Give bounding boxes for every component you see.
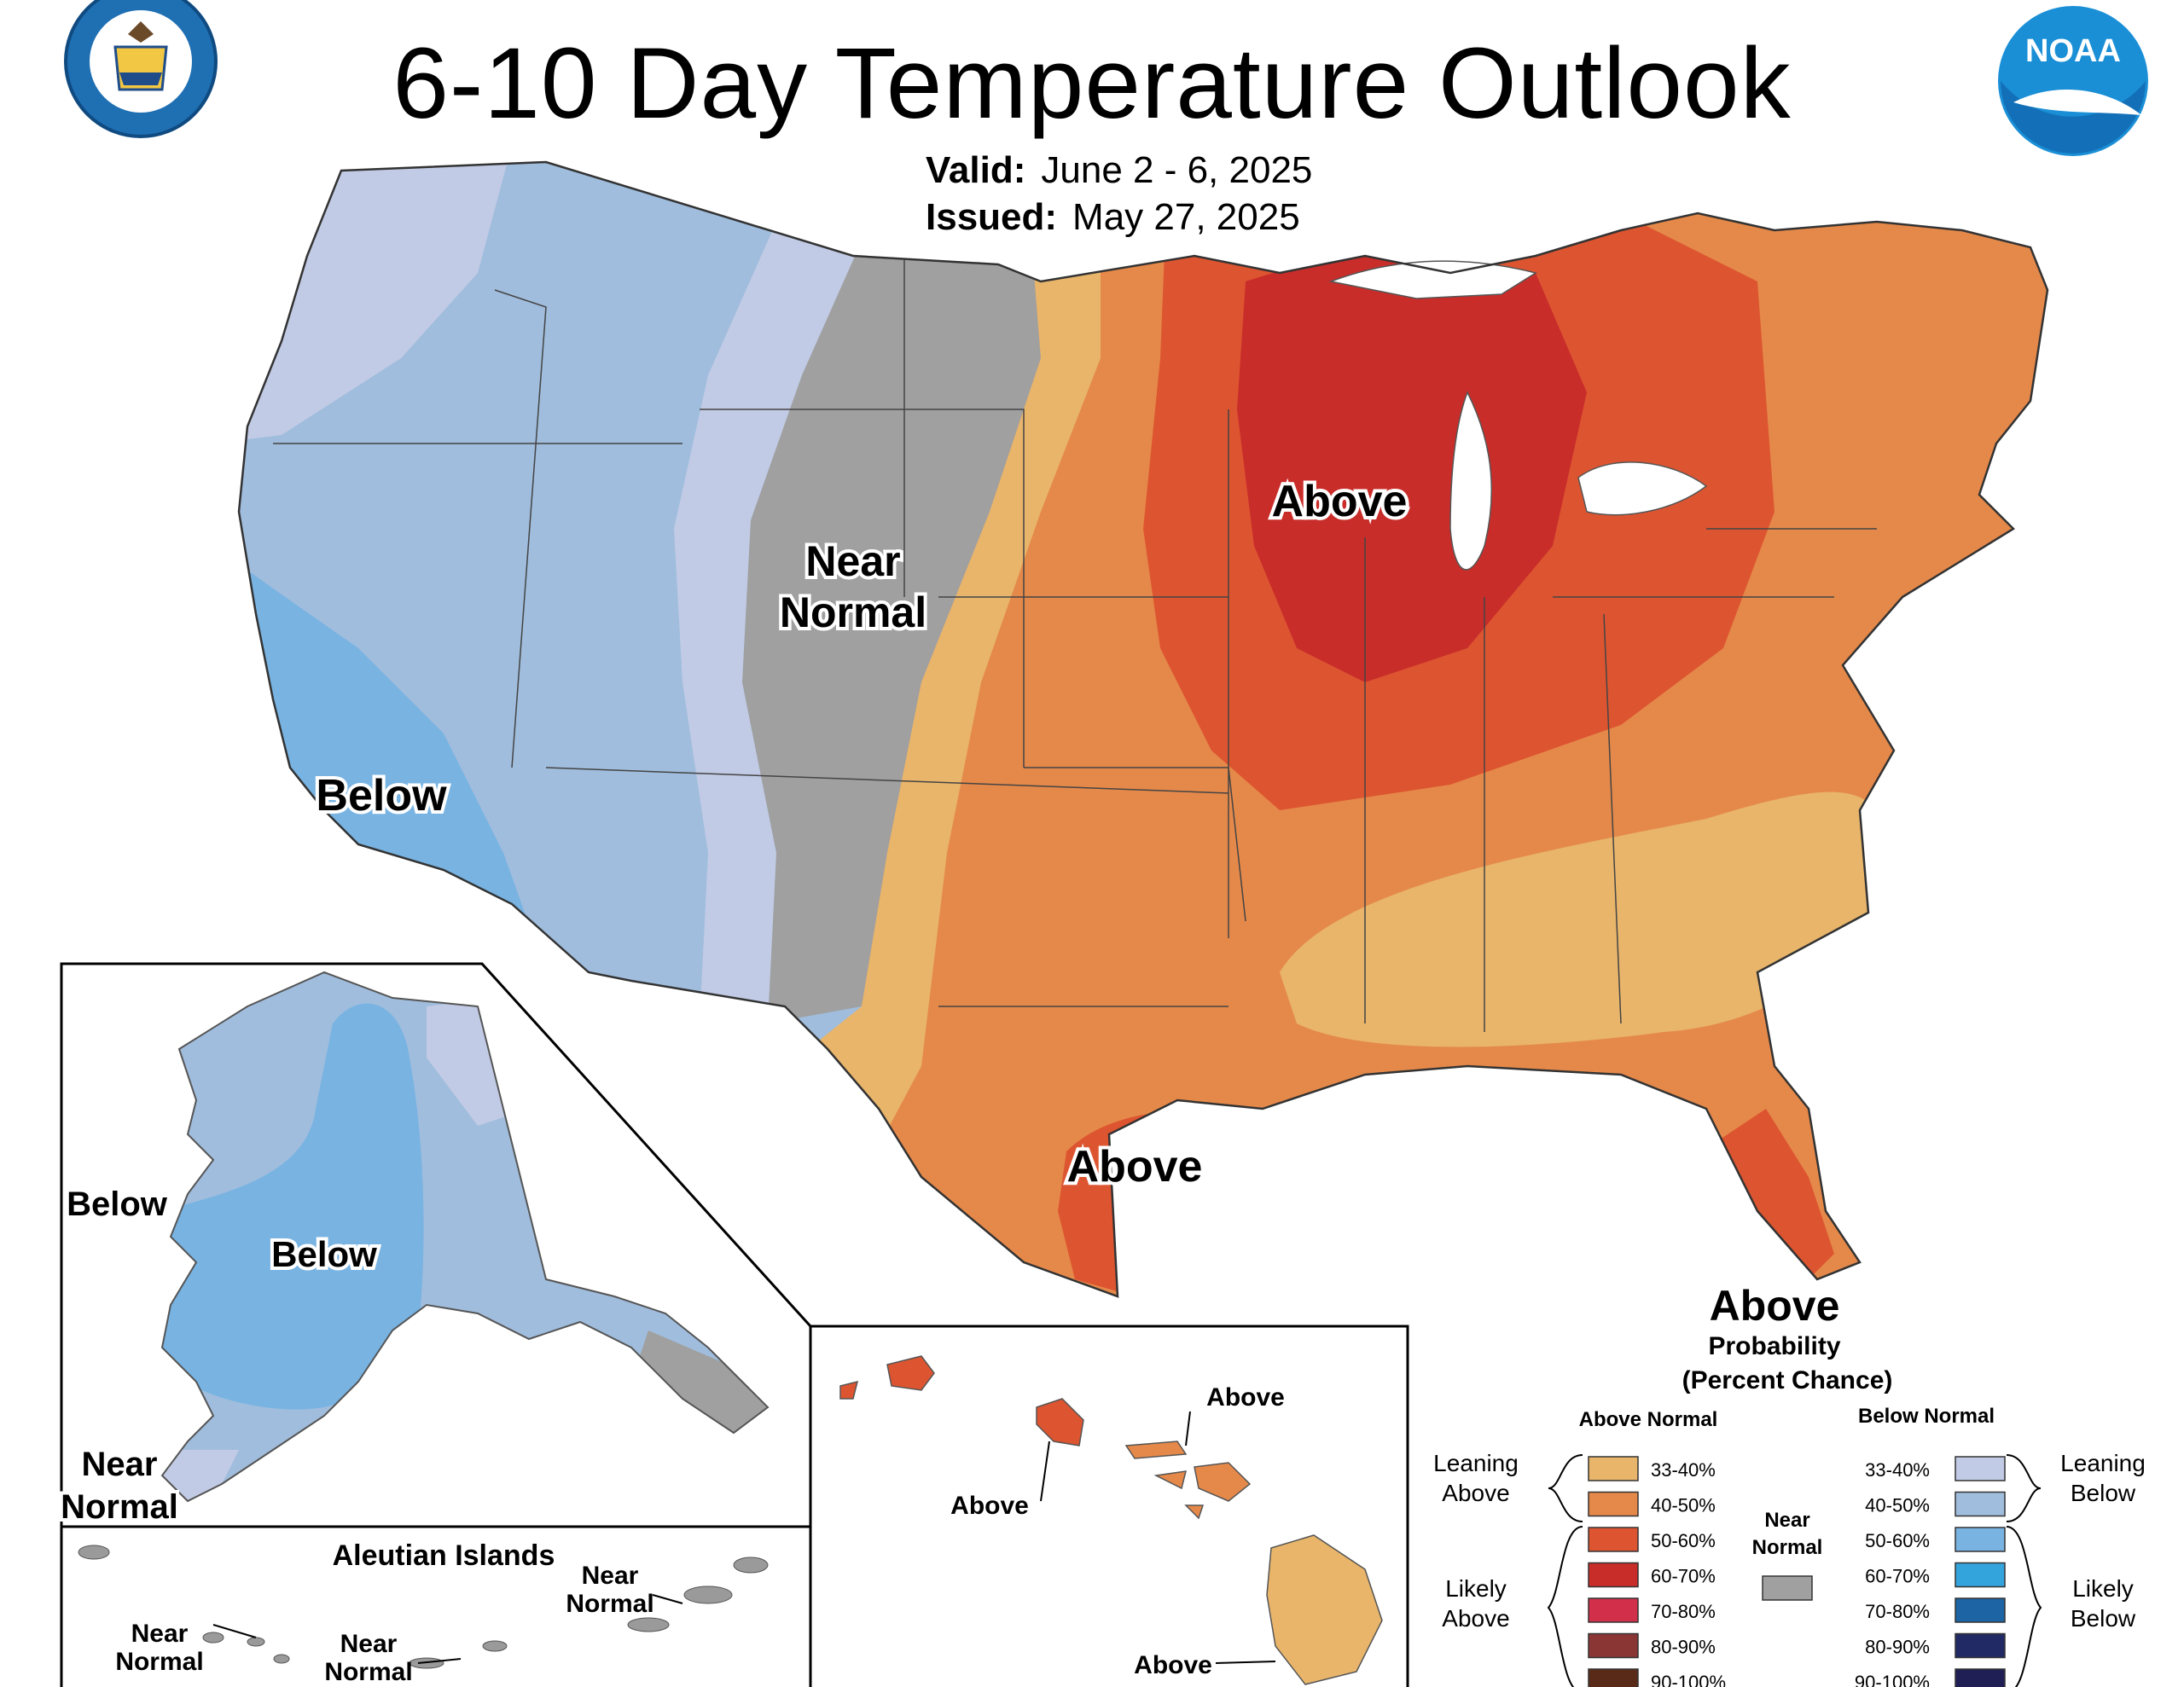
valid-line: Valid: June 2 - 6, 2025 [926, 149, 1312, 192]
legend-above-swatch-5 [1588, 1632, 1639, 1659]
label-aleutian-near-b1: Near [340, 1630, 398, 1658]
label-aleutian-title: Aleutian Islands [333, 1539, 555, 1572]
legend-above-swatch-0 [1588, 1456, 1639, 1481]
department-of-commerce-seal [64, 0, 218, 138]
legend-below-swatch-4 [1955, 1597, 2006, 1623]
legend-above-label-4: 70-80% [1651, 1601, 1716, 1622]
legend-leaning-below-2: Below [2071, 1480, 2136, 1506]
noaa-logo: NOAA [1998, 6, 2148, 156]
lake-michigan [1449, 391, 1493, 571]
issued-value: May 27, 2025 [1072, 196, 1300, 238]
label-conus-near-1: Near [805, 537, 900, 585]
valid-value: June 2 - 6, 2025 [1041, 149, 1313, 191]
legend-above-swatch-2 [1588, 1527, 1639, 1552]
label-ak-below-west: Below [67, 1186, 168, 1223]
legend-below-items: 33-40% 40-50% 50-60% 60-70% 70-80% 80-90% 90-1… [1855, 1456, 2006, 1687]
conus-outline [237, 160, 2049, 1298]
legend-below-swatch-2 [1955, 1527, 2006, 1552]
region-above-60-70 [1237, 239, 1587, 682]
legend-above-label-3: 60-70% [1651, 1566, 1716, 1587]
label-conus-above-texas: Above [1067, 1142, 1203, 1191]
label-ak-near-1: Near [82, 1446, 158, 1483]
legend-above-swatch-6 [1588, 1668, 1639, 1687]
legend-below-label-1: 40-50% [1865, 1495, 1930, 1516]
legend-below-label-4: 70-80% [1865, 1601, 1930, 1622]
legend-above-label-5: 80-90% [1651, 1637, 1716, 1658]
legend-above-label-1: 40-50% [1651, 1495, 1716, 1516]
legend-likely-above-2: Above [1442, 1605, 1509, 1632]
region-above-33-40-southeast [1280, 791, 1886, 1047]
legend-below-label-2: 50-60% [1865, 1530, 1930, 1551]
legend-below-label-6: 90-100% [1855, 1672, 1930, 1687]
legend-near-2: Normal [1752, 1536, 1823, 1559]
region-below-50-60 [239, 546, 546, 981]
page-title: 6-10 Day Temperature Outlook [392, 27, 1792, 140]
label-ak-below-interior: Below [271, 1234, 377, 1274]
lake-superior [1328, 260, 1537, 299]
legend-likely-below-2: Below [2071, 1605, 2136, 1632]
legend-above-swatch-4 [1588, 1597, 1639, 1623]
legend-sub1: Probability [1708, 1332, 1840, 1360]
ak-below-50-60 [162, 1003, 424, 1410]
legend-likely-above-1: Likely [1445, 1575, 1507, 1602]
legend-below-swatch-5 [1955, 1632, 2006, 1659]
noaa-logo-text: NOAA [2025, 33, 2121, 69]
label-aleutian-near-c2: Normal [566, 1590, 653, 1618]
issued-label: Issued: [926, 196, 1058, 238]
label-conus-below: Below [316, 771, 447, 820]
legend-sub2: (Percent Chance) [1682, 1366, 1893, 1394]
label-hawaii-above-2: Above [950, 1492, 1029, 1520]
hawaii-inset: Above Above Above [809, 1325, 1409, 1687]
region-above-50-60-texas [1058, 1111, 1263, 1296]
legend-above-swatch-3 [1588, 1562, 1639, 1588]
valid-label: Valid: [926, 149, 1026, 191]
alaska-inset: Below Below Near Normal [57, 962, 812, 1529]
label-aleutian-near-c1: Near [582, 1562, 639, 1590]
region-leaning-below-band [674, 162, 904, 1023]
legend-above-label-2: 50-60% [1651, 1530, 1716, 1551]
legend-leaning-above-1: Leaning [1433, 1450, 1519, 1476]
ak-near-normal-southeast [631, 1330, 768, 1450]
label-conus-above-north: Above [1272, 477, 1408, 526]
legend-above-col-title: Above Normal [1579, 1408, 1718, 1431]
legend-below-label-3: 60-70% [1865, 1566, 1930, 1587]
legend-below-label-0: 33-40% [1865, 1459, 1930, 1481]
legend-leaning-below-1: Leaning [2060, 1450, 2146, 1476]
label-aleutian-near-a1: Near [131, 1620, 189, 1648]
legend-above-label-6: 90-100% [1651, 1672, 1726, 1687]
label-conus-near-2: Normal [780, 588, 926, 636]
legend-above-label-0: 33-40% [1651, 1459, 1716, 1481]
legend-below-col-title: Below Normal [1858, 1405, 1995, 1428]
label-aleutian-near-b2: Normal [324, 1658, 412, 1686]
legend-heading: Above [1710, 1282, 1840, 1330]
legend-near-1: Near [1764, 1509, 1809, 1532]
legend-below-swatch-0 [1955, 1456, 2006, 1481]
legend-near-swatch [1762, 1575, 1813, 1601]
label-ak-near-2: Normal [61, 1488, 178, 1526]
aleutian-inset: Aleutian Islands Near Normal Near Normal… [60, 1525, 812, 1687]
issued-line: Issued: May 27, 2025 [926, 196, 1300, 239]
legend-likely-below-1: Likely [2072, 1575, 2134, 1602]
region-near-normal [742, 162, 1041, 1023]
legend-below-label-5: 80-90% [1865, 1637, 1930, 1658]
label-hawaii-above-1: Above [1206, 1383, 1285, 1412]
legend-below-swatch-1 [1955, 1491, 2006, 1517]
legend-below-swatch-6 [1955, 1668, 2006, 1687]
region-above-33-40-west [819, 162, 1101, 1194]
legend-above-swatch-1 [1588, 1491, 1639, 1517]
label-aleutian-near-a2: Normal [115, 1648, 203, 1676]
lake-erie [1577, 461, 1708, 516]
legend-above-items: 33-40% 40-50% 50-60% 60-70% 70-80% 80-90% 90-1… [1588, 1456, 1726, 1687]
legend-leaning-above-2: Above [1442, 1480, 1509, 1506]
legend: Above Probability (Percent Chance) Above… [1433, 1282, 2146, 1687]
label-hawaii-above-3: Above [1134, 1651, 1212, 1679]
legend-below-swatch-3 [1955, 1562, 2006, 1588]
